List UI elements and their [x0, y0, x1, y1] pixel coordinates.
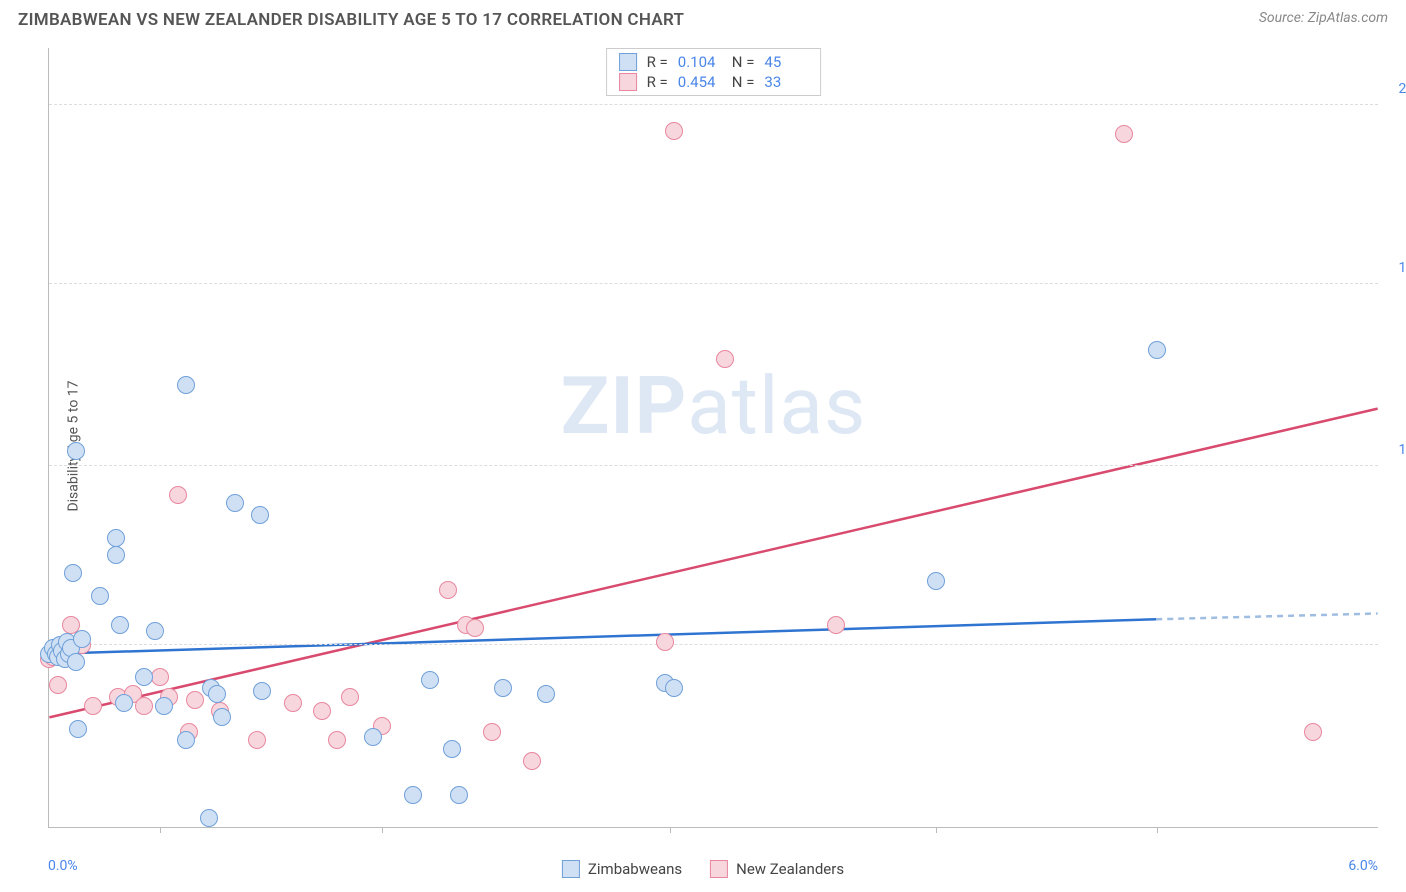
y-tick-label: 25.0% [1386, 81, 1406, 97]
point-new-zealanders [328, 731, 346, 749]
point-zimbabweans [177, 376, 195, 394]
point-zimbabweans [665, 679, 683, 697]
stats-label: N = [732, 53, 755, 71]
stats-r-value: 0.104 [678, 53, 722, 71]
point-new-zealanders [665, 122, 683, 140]
stats-legend: R = 0.104 N = 45 R = 0.454 N = 33 [606, 48, 822, 96]
point-zimbabweans [421, 671, 439, 689]
point-zimbabweans [67, 653, 85, 671]
point-zimbabweans [146, 622, 164, 640]
point-zimbabweans [115, 694, 133, 712]
stats-n-value: 45 [764, 53, 808, 71]
stats-r-value: 0.454 [678, 73, 722, 91]
legend-swatch [710, 860, 728, 878]
stats-row: R = 0.104 N = 45 [607, 52, 821, 72]
point-zimbabweans [213, 708, 231, 726]
point-zimbabweans [404, 786, 422, 804]
gridline [49, 104, 1378, 105]
legend-swatch [562, 860, 580, 878]
point-new-zealanders [439, 581, 457, 599]
point-zimbabweans [226, 494, 244, 512]
point-new-zealanders [151, 668, 169, 686]
legend-label: New Zealanders [736, 860, 844, 878]
point-new-zealanders [716, 350, 734, 368]
point-new-zealanders [1304, 723, 1322, 741]
x-tick [936, 827, 937, 833]
watermark: ZIPatlas [561, 359, 866, 453]
x-tick [1157, 827, 1158, 833]
point-zimbabweans [69, 720, 87, 738]
point-new-zealanders [466, 619, 484, 637]
stats-label: R = [647, 53, 668, 71]
point-new-zealanders [84, 697, 102, 715]
point-zimbabweans [1148, 341, 1166, 359]
point-zimbabweans [208, 685, 226, 703]
stats-n-value: 33 [764, 73, 808, 91]
point-zimbabweans [494, 679, 512, 697]
gridline [49, 283, 1378, 284]
point-new-zealanders [483, 723, 501, 741]
gridline [49, 644, 1378, 645]
point-new-zealanders [169, 486, 187, 504]
point-new-zealanders [1115, 125, 1133, 143]
point-zimbabweans [443, 740, 461, 758]
x-tick [382, 827, 383, 833]
point-zimbabweans [155, 697, 173, 715]
x-axis-max-label: 6.0% [1348, 858, 1378, 874]
stats-label: R = [647, 73, 668, 91]
source-credit: Source: ZipAtlas.com [1259, 10, 1388, 26]
stats-label: N = [732, 73, 755, 91]
point-new-zealanders [827, 616, 845, 634]
x-tick [670, 827, 671, 833]
point-new-zealanders [284, 694, 302, 712]
x-tick [160, 827, 161, 833]
legend-swatch [619, 53, 637, 71]
point-zimbabweans [107, 529, 125, 547]
point-zimbabweans [73, 630, 91, 648]
point-zimbabweans [177, 731, 195, 749]
legend-label: Zimbabweans [588, 860, 682, 878]
point-zimbabweans [537, 685, 555, 703]
legend-item: Zimbabweans [562, 860, 682, 878]
point-zimbabweans [253, 682, 271, 700]
x-axis-min-label: 0.0% [48, 858, 78, 874]
point-zimbabweans [251, 506, 269, 524]
point-new-zealanders [49, 676, 67, 694]
y-tick-label: 12.5% [1386, 442, 1406, 458]
point-new-zealanders [341, 688, 359, 706]
point-zimbabweans [450, 786, 468, 804]
point-zimbabweans [64, 564, 82, 582]
point-zimbabweans [91, 587, 109, 605]
point-zimbabweans [107, 546, 125, 564]
point-new-zealanders [523, 752, 541, 770]
point-zimbabweans [111, 616, 129, 634]
point-new-zealanders [656, 633, 674, 651]
point-new-zealanders [186, 691, 204, 709]
series-legend: Zimbabweans New Zealanders [562, 860, 844, 878]
gridline [49, 465, 1378, 466]
scatter-plot: ZIPatlas R =0.104N =45R =0.454N =33 6.3%… [48, 48, 1378, 828]
legend-item: New Zealanders [710, 860, 844, 878]
point-new-zealanders [248, 731, 266, 749]
point-zimbabweans [200, 809, 218, 827]
page-title: ZIMBABWEAN VS NEW ZEALANDER DISABILITY A… [18, 10, 684, 30]
point-zimbabweans [364, 728, 382, 746]
legend-swatch [619, 73, 637, 91]
point-zimbabweans [927, 572, 945, 590]
point-new-zealanders [313, 702, 331, 720]
stats-row: R = 0.454 N = 33 [607, 72, 821, 92]
point-new-zealanders [135, 697, 153, 715]
point-zimbabweans [67, 442, 85, 460]
y-tick-label: 6.3% [1386, 621, 1406, 637]
point-zimbabweans [135, 668, 153, 686]
trend-lines [49, 48, 1378, 827]
y-tick-label: 18.8% [1386, 260, 1406, 276]
